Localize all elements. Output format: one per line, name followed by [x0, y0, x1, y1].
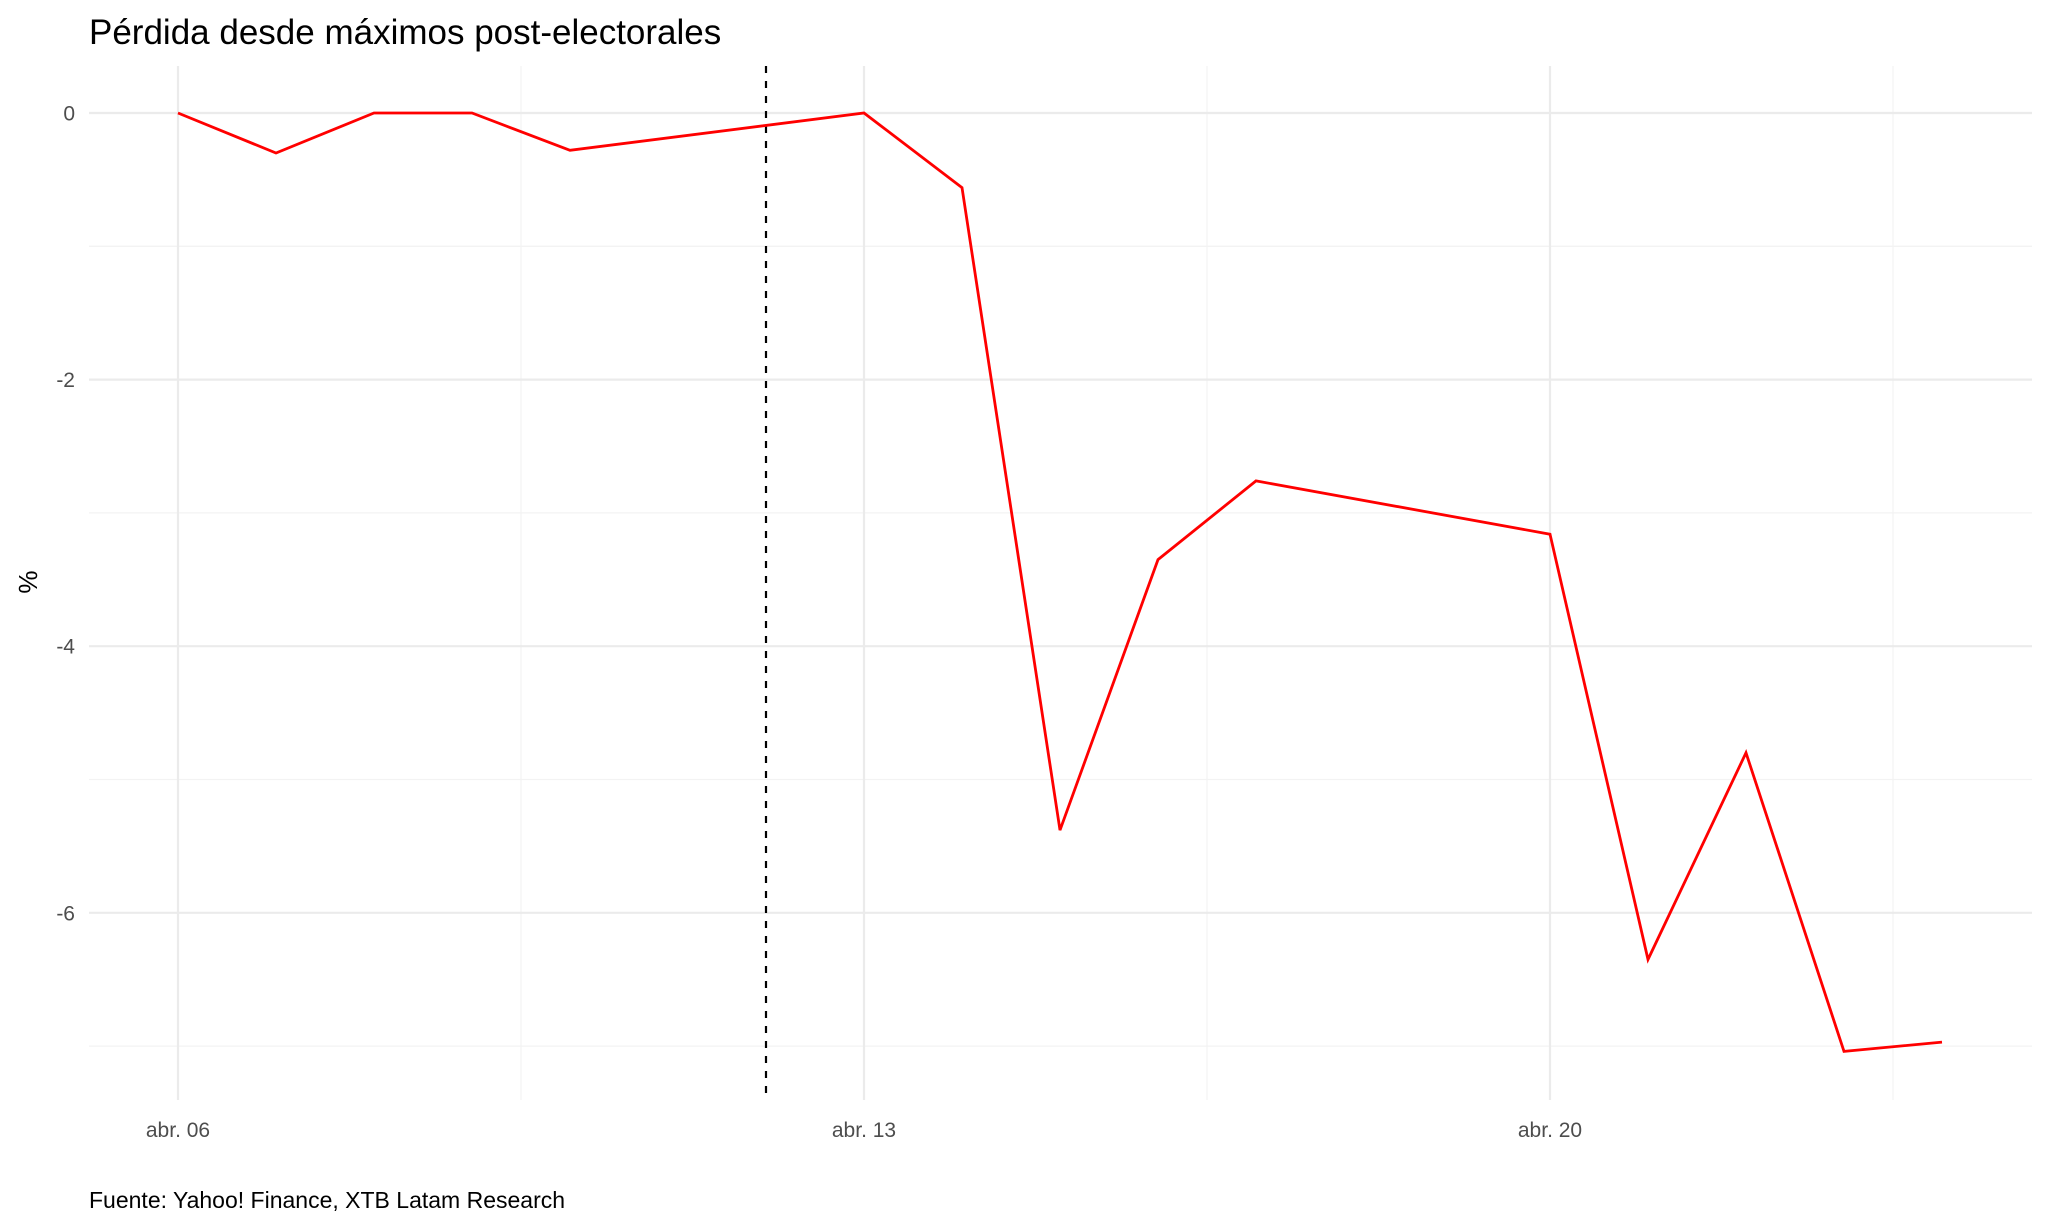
y-tick-label: 0 [63, 103, 75, 126]
chart-caption: Fuente: Yahoo! Finance, XTB Latam Resear… [89, 1187, 565, 1213]
y-axis-ticks: 0 -2 -4 -6 [56, 103, 75, 926]
y-tick-label: -2 [56, 369, 75, 392]
x-tick-label: abr. 13 [832, 1119, 896, 1142]
grid-lines [89, 66, 2032, 1100]
chart-title: Pérdida desde máximos post-electorales [89, 13, 721, 52]
y-tick-label: -4 [56, 636, 75, 659]
x-axis-ticks: abr. 06 abr. 13 abr. 20 [146, 1119, 1582, 1142]
y-tick-label: -6 [56, 902, 75, 925]
x-tick-label: abr. 06 [146, 1119, 210, 1142]
loss-series-line [177, 111, 1943, 1053]
y-axis-label: % [13, 570, 43, 593]
x-tick-label: abr. 20 [1518, 1119, 1582, 1142]
